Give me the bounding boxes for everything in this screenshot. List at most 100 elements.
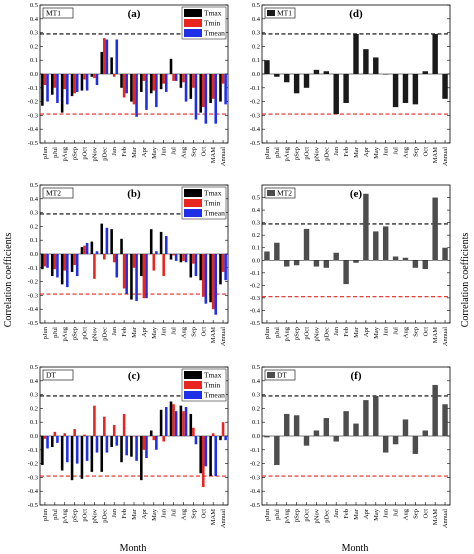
bar-tmax-feb: [120, 238, 123, 254]
legend-label: MT2: [277, 189, 292, 198]
x-tick-label: pOct: [82, 327, 89, 340]
y-tick-label: -0.1: [28, 265, 38, 272]
legend-swatch-tmin: [184, 381, 202, 389]
bar-tmean-paug: [66, 74, 69, 105]
bar-tmax-pnov: [90, 241, 94, 254]
bar-tmean-jun: [164, 74, 168, 92]
bar-tmax-mar: [130, 254, 133, 300]
bar-mt2-may: [373, 231, 379, 261]
x-tick-label: pJun: [42, 146, 49, 159]
bar-mt2-feb: [343, 260, 349, 285]
panel-c: -0.5 -0.4 -0.3 -0.2 -0.1 0.0 0.1 0.2 0.3 0.4 0.5 pJ…: [28, 364, 229, 528]
bar-tmean-psep: [75, 74, 79, 92]
bar-tmin-pjul: [53, 431, 57, 436]
bar-mt2-pjul: [274, 242, 280, 261]
region-tag: MT1: [264, 7, 296, 19]
x-tick-label: Oct: [422, 509, 429, 519]
y-tick-label: 0.4: [30, 378, 39, 385]
y-tick-label: -0.4: [28, 488, 39, 495]
y-tick-label: 0.0: [30, 251, 38, 258]
x-tick-label: Feb: [343, 509, 350, 519]
x-tick-label: Sep: [412, 327, 419, 337]
legend-swatch-tmax: [184, 9, 202, 17]
x-tick-label: Apr: [363, 326, 370, 337]
y-tick-label: 0.2: [252, 232, 260, 239]
panel-label: (f): [351, 370, 362, 382]
bar-tmax-aug: [179, 74, 183, 88]
bar-tmax-jun: [159, 409, 163, 436]
plot-frame: [261, 184, 451, 324]
bar-dt-apr: [363, 400, 369, 436]
y-tick-label: 0.4: [252, 207, 261, 214]
panel-label: (d): [349, 8, 363, 20]
x-tick-label: Jul: [171, 509, 178, 517]
x-tick-label: Mar: [353, 508, 360, 520]
bar-mt1-mam: [432, 33, 438, 74]
bar-tmax-annual: [219, 436, 222, 441]
x-tick-label: Mar: [131, 508, 138, 520]
bar-tmax-psep: [70, 254, 74, 272]
bar-dt-annual: [442, 404, 448, 436]
bar-tmax-may: [149, 74, 153, 94]
x-tick-label: pSep: [72, 509, 79, 522]
x-tick-label: pDec: [323, 509, 330, 523]
bar-tmean-pdec: [105, 39, 109, 74]
bar-tmin-may: [152, 74, 156, 91]
bar-tmax-sep: [189, 413, 193, 436]
y-tick-label: -0.3: [250, 295, 260, 302]
bar-tmean-apr: [145, 436, 148, 459]
bar-tmax-apr: [140, 254, 143, 277]
bar-tmean-paug: [66, 254, 69, 288]
bar-tmax-pdec: [100, 223, 104, 254]
x-tick-label: Oct: [422, 147, 429, 157]
legend-swatch-tmax: [184, 371, 202, 379]
x-tick-label: Jun: [161, 508, 168, 518]
bar-tmin-feb: [122, 254, 126, 289]
bar-dt-jun: [382, 436, 389, 453]
bar-tmin-mam: [211, 433, 215, 436]
y-tick-label: 0.1: [30, 57, 38, 64]
x-tick-label: Jun: [161, 326, 168, 336]
bar-mt1-sep: [412, 74, 419, 105]
bar-tmax-sep: [189, 74, 193, 99]
bar-tmean-jul: [174, 254, 178, 261]
bar-tmean-oct: [204, 436, 208, 467]
x-tick-label: Feb: [121, 509, 128, 519]
bar-tmean-feb: [125, 74, 128, 94]
bar-dt-pjul: [274, 436, 280, 465]
x-tick-label: Jan: [333, 146, 340, 155]
bar-tmax-pnov: [90, 74, 94, 77]
x-tick-label: pAug: [62, 146, 69, 161]
y-tick-label: 0.2: [30, 223, 38, 230]
bar-mt1-poct: [303, 74, 310, 88]
bar-tmin-apr: [142, 436, 146, 450]
bar-tmin-pnov: [93, 254, 96, 279]
bar-tmin-aug: [182, 74, 185, 83]
bar-tmax-apr: [140, 74, 143, 92]
x-tick-label: Jul: [393, 509, 400, 517]
bar-mt1-feb: [343, 74, 349, 103]
x-tick-label: pDec: [101, 147, 108, 161]
region-tag: DT: [264, 369, 296, 381]
bar-tmean-mar: [135, 74, 138, 117]
bar-tmax-oct: [199, 254, 202, 281]
x-tick-label: Aug: [180, 146, 187, 158]
panel-label: (e): [350, 188, 363, 200]
bar-mt2-jan: [333, 252, 339, 261]
x-tick-label: pSep: [294, 327, 301, 340]
x-tick-label: May: [373, 146, 380, 159]
x-tick-label: May: [151, 508, 158, 521]
x-tick-label: pOct: [304, 327, 311, 340]
bar-tmin-jan: [112, 424, 116, 436]
bar-tmin-jun: [162, 254, 165, 277]
x-tick-label: pAug: [284, 326, 291, 341]
legend-label-tmean: Tmean: [204, 391, 225, 400]
y-tick-label: 0.5: [30, 364, 38, 371]
bar-tmax-aug: [179, 254, 183, 263]
y-tick-label: -0.2: [250, 282, 260, 289]
y-tick-label: -0.1: [250, 85, 260, 92]
x-tick-label: Apr: [363, 508, 370, 519]
bar-tmin-mar: [132, 436, 136, 437]
